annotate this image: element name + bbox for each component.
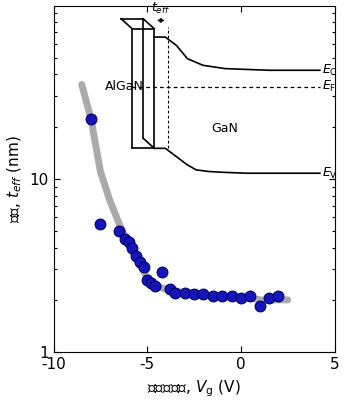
Point <box>219 293 225 299</box>
Point <box>152 283 158 290</box>
Point <box>201 291 206 298</box>
Point <box>276 293 281 299</box>
Point <box>182 290 188 296</box>
X-axis label: ゲート電圧, $V_\mathrm{g}$ (V): ゲート電圧, $V_\mathrm{g}$ (V) <box>147 379 241 399</box>
Text: $t_{eff}$: $t_{eff}$ <box>151 1 171 16</box>
Point <box>133 252 139 259</box>
Text: GaN: GaN <box>211 122 238 135</box>
Point <box>145 277 150 284</box>
Text: $E_\mathrm{F}$: $E_\mathrm{F}$ <box>322 79 336 94</box>
Point <box>210 293 216 299</box>
Text: AlGaN: AlGaN <box>105 80 144 94</box>
Point <box>159 269 165 275</box>
Point <box>238 295 244 301</box>
Point <box>88 116 94 123</box>
Point <box>266 295 272 301</box>
Text: $E_\mathrm{C}$: $E_\mathrm{C}$ <box>322 63 338 78</box>
Point <box>248 293 253 299</box>
Point <box>172 290 178 296</box>
Point <box>257 303 263 309</box>
Point <box>122 236 128 242</box>
Point <box>148 280 154 286</box>
Point <box>129 245 135 251</box>
Text: $E_\mathrm{V}$: $E_\mathrm{V}$ <box>322 166 338 181</box>
Point <box>98 221 103 227</box>
Point <box>167 286 172 293</box>
Point <box>191 291 197 298</box>
Y-axis label: 厚さ, $t_\mathit{eff}$ (nm): 厚さ, $t_\mathit{eff}$ (nm) <box>6 135 24 223</box>
Point <box>141 264 146 270</box>
Point <box>137 259 142 265</box>
Point <box>116 228 122 234</box>
Point <box>126 239 131 245</box>
Point <box>229 293 234 299</box>
